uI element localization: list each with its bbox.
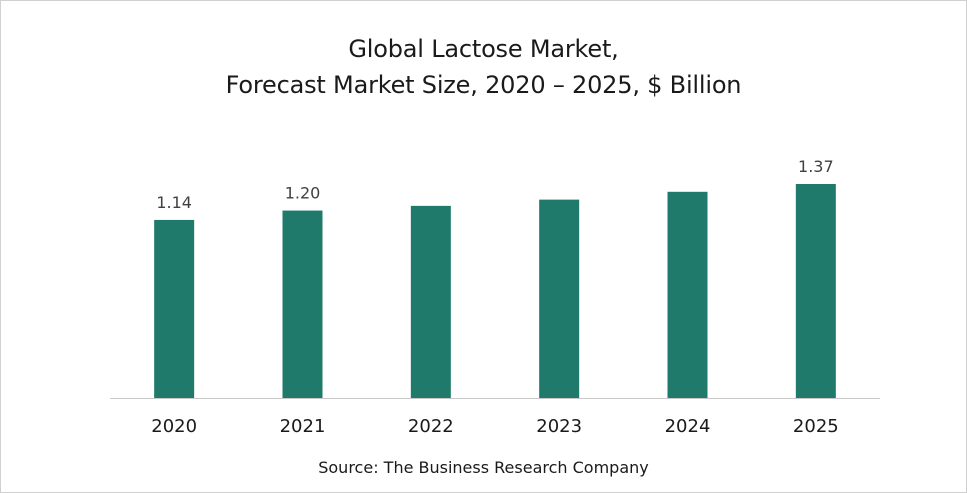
data-label-2021: 1.20 — [285, 184, 321, 203]
bar-2023 — [539, 199, 580, 398]
x-tick-label-2024: 2024 — [665, 416, 711, 437]
chart-title-line-1: Global Lactose Market, — [348, 35, 619, 63]
bar-2022 — [410, 205, 451, 398]
chart-source: Source: The Business Research Company — [318, 458, 649, 477]
bar-2024 — [667, 191, 708, 398]
x-tick-label-2021: 2021 — [280, 416, 326, 437]
bar-2020 — [154, 219, 195, 398]
x-tick-label-2023: 2023 — [536, 416, 582, 437]
bar-2025 — [795, 184, 836, 398]
data-label-2025: 1.37 — [798, 157, 834, 176]
chart-title-line-2: Forecast Market Size, 2020 – 2025, $ Bil… — [225, 71, 742, 99]
x-tick-label-2020: 2020 — [151, 416, 197, 437]
x-tick-label-2025: 2025 — [793, 416, 839, 437]
bar-2021 — [282, 210, 323, 398]
data-label-2020: 1.14 — [156, 193, 192, 212]
x-tick-label-2022: 2022 — [408, 416, 454, 437]
